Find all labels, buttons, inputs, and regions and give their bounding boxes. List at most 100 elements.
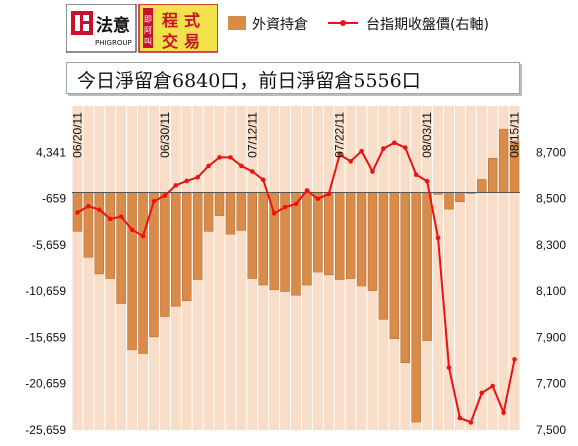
bar: [203, 192, 214, 232]
bar: [182, 192, 192, 302]
chart-title: 今日淨留倉6840口，前日淨留倉5556口: [77, 70, 421, 92]
line-point: [413, 172, 419, 178]
logo: 法意 PHIGROUP 即 阿 叫 程 式 交 易: [65, 3, 219, 54]
line-point: [501, 410, 506, 415]
svg-text:阿: 阿: [144, 26, 152, 35]
line-point: [107, 216, 113, 222]
bar: [225, 192, 236, 235]
y-right-tick-label: 8,100: [536, 284, 566, 298]
bar: [127, 192, 137, 351]
line-point: [337, 152, 343, 157]
legend-line-label: 台指期收盤價(右軸): [366, 17, 489, 33]
y-right-tick-label: 8,500: [536, 192, 566, 206]
line-point: [140, 233, 146, 239]
x-tick-label: 06/20/11: [70, 112, 84, 158]
line-point: [512, 357, 517, 362]
svg-text:即: 即: [144, 15, 152, 24]
y-right-tick-label: 7,500: [536, 423, 566, 437]
legend: 外資持倉 台指期收盤價(右軸): [228, 14, 573, 36]
line-point: [184, 178, 190, 184]
bar: [334, 192, 345, 280]
y-right-tick-label: 7,700: [536, 377, 566, 391]
line-point: [370, 169, 375, 174]
bar: [247, 192, 258, 279]
line-point: [260, 177, 266, 183]
line-point: [457, 415, 463, 421]
line-point: [162, 193, 168, 198]
legend-line-swatch: [328, 20, 358, 26]
bar: [116, 192, 126, 304]
line-point: [424, 178, 430, 184]
x-tick-label: 06/30/11: [158, 112, 172, 158]
bar: [444, 192, 454, 210]
bar: [324, 192, 334, 276]
logo-brand-text: 法意: [96, 15, 130, 36]
line-point: [435, 235, 441, 241]
bar: [83, 192, 94, 258]
bar: [378, 192, 389, 320]
bar: [313, 192, 323, 273]
line-point: [86, 203, 91, 209]
line-point: [282, 204, 288, 210]
legend-bar-label: 外資持倉: [252, 17, 308, 33]
x-tick-label: 08/15/11: [508, 112, 522, 158]
bar: [356, 192, 367, 287]
svg-text:叫: 叫: [144, 36, 152, 46]
bar: [302, 192, 312, 286]
line-point: [381, 146, 386, 151]
line-point: [228, 155, 233, 160]
y-left-tick-label: -10,659: [25, 284, 66, 298]
line-point: [293, 201, 299, 207]
bar: [422, 192, 432, 341]
bar: [192, 192, 203, 280]
y-left-tick-label: -25,659: [25, 423, 66, 437]
svg-text:式: 式: [184, 11, 200, 30]
y-left-tick-label: -5,659: [32, 238, 66, 252]
line-point: [326, 191, 332, 197]
legend-bar-swatch: [228, 16, 246, 30]
bar: [138, 192, 148, 354]
x-tick-label: 08/03/11: [420, 112, 434, 158]
bar: [236, 192, 247, 231]
line-point: [271, 211, 277, 216]
line-point: [217, 155, 222, 160]
y-left-tick-label: -20,659: [25, 377, 66, 391]
line-point: [249, 169, 255, 174]
svg-text:交: 交: [162, 32, 178, 51]
line-point: [239, 163, 244, 169]
bar: [258, 192, 268, 286]
bar: [345, 192, 356, 279]
line-point: [151, 199, 157, 204]
chart: 06/20/11 06/30/11 07/12/11 07/22/11 08/03/11…: [25, 106, 566, 437]
line-point: [315, 196, 321, 202]
line-point: [490, 383, 495, 389]
bar: [105, 192, 115, 279]
y-left-tick-label: -659: [42, 192, 66, 206]
title-box: 今日淨留倉6840口，前日淨留倉5556口: [66, 62, 520, 94]
bar: [269, 192, 279, 290]
line-point: [348, 159, 353, 164]
bar: [214, 192, 225, 216]
bar: [487, 157, 498, 193]
bar: [94, 192, 105, 275]
x-tick-label: 07/12/11: [245, 112, 259, 158]
bar: [400, 192, 410, 364]
bar: [367, 192, 378, 291]
logo-brand-sub: PHIGROUP: [95, 39, 132, 47]
line-point: [479, 390, 485, 396]
line-point: [359, 148, 364, 154]
bar: [477, 179, 487, 193]
line-point: [304, 188, 310, 193]
bar: [455, 192, 465, 202]
line-point: [446, 365, 452, 370]
bar: [171, 192, 181, 307]
bar: [291, 192, 301, 296]
line-point: [195, 174, 200, 180]
bar: [411, 192, 421, 423]
y-right-tick-label: 8,700: [536, 145, 566, 159]
y-left-tick-label: -15,659: [25, 330, 66, 344]
line-point: [392, 140, 397, 146]
y-right-tick-label: 7,900: [536, 330, 566, 344]
line-point: [468, 420, 474, 425]
line-point: [173, 183, 179, 188]
